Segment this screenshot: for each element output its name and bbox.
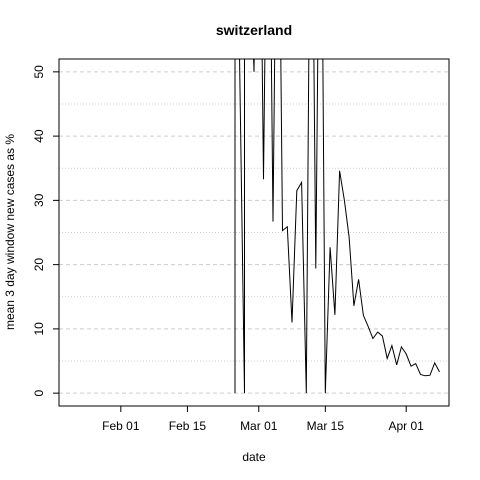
x-tick-label: Apr 01 <box>389 419 425 433</box>
y-tick-label: 30 <box>32 193 46 207</box>
x-tick-label: Mar 01 <box>240 419 278 433</box>
y-tick-label: 0 <box>32 389 46 396</box>
x-axis-label: date <box>242 450 266 464</box>
series-layer <box>234 59 440 394</box>
y-tick-label: 50 <box>32 65 46 79</box>
x-tick-label: Feb 01 <box>102 419 140 433</box>
chart-title: switzerland <box>216 22 292 38</box>
series-line <box>234 59 440 394</box>
y-axis: 0 10 20 30 40 50 <box>32 65 59 396</box>
x-axis: Feb 01 Feb 15 Mar 01 Mar 15 Apr 01 <box>102 406 424 433</box>
grid <box>59 71 449 394</box>
x-tick-label: Feb 15 <box>169 419 207 433</box>
y-axis-label: mean 3 day window new cases as % <box>3 134 17 330</box>
x-tick-label: Mar 15 <box>307 419 345 433</box>
plot-frame <box>58 58 450 407</box>
y-tick-label: 40 <box>32 129 46 143</box>
y-tick-label: 10 <box>32 322 46 336</box>
y-tick-label: 20 <box>32 258 46 272</box>
